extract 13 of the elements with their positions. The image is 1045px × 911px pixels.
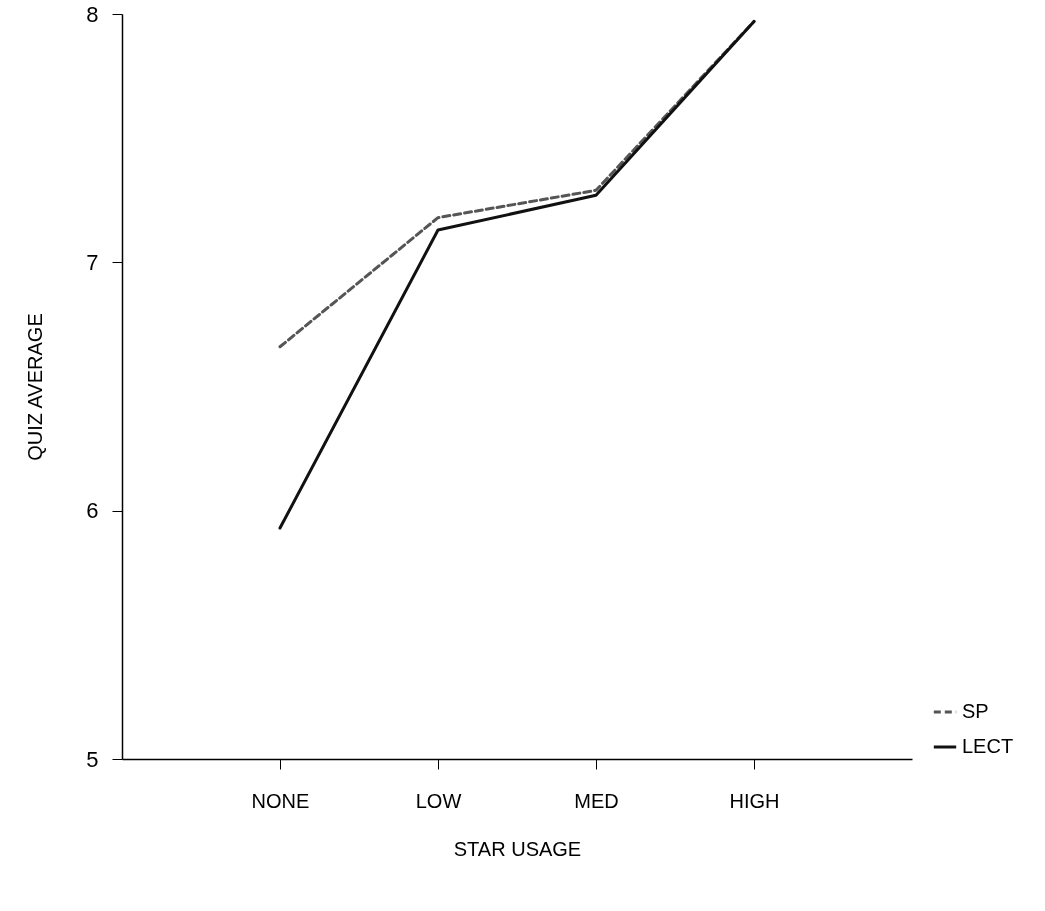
x-tick-label: NONE — [251, 789, 310, 812]
legend-label: LECT — [962, 735, 1014, 757]
y-tick-label: 8 — [86, 1, 99, 27]
x-tick-label: HIGH — [729, 789, 780, 812]
line-series — [278, 19, 756, 530]
y-tick-label: 6 — [86, 498, 99, 524]
x-tick-label: LOW — [415, 789, 462, 812]
legend-label: SP — [962, 700, 989, 722]
y-tick-label: 7 — [86, 249, 99, 275]
y-tick-label: 5 — [86, 746, 99, 772]
x-tick-label: MED — [574, 789, 619, 812]
y-axis-title: QUIZ AVERAGE — [24, 313, 47, 461]
x-axis-title: STAR USAGE — [453, 837, 582, 860]
